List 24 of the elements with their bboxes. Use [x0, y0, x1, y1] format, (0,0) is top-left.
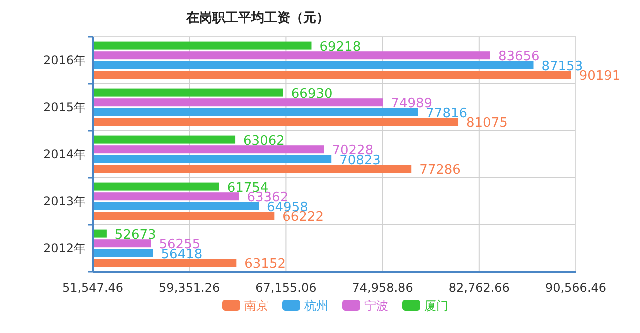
legend-label: 南京	[244, 299, 268, 313]
chart-title: 在岗职工平均工资（元）	[186, 11, 330, 26]
y-tick-label: 2012年	[43, 242, 86, 256]
x-tick-label: 90,566.46	[545, 281, 607, 295]
x-tick-label: 59,351.26	[159, 281, 220, 295]
data-label: 66930	[291, 86, 333, 102]
data-label: 77286	[420, 163, 461, 178]
legend-label: 宁波	[364, 299, 388, 313]
y-tick-label: 2015年	[43, 100, 86, 114]
data-label: 63152	[244, 257, 286, 272]
y-tick-label: 2013年	[43, 194, 86, 208]
x-tick-label: 82,762.66	[448, 281, 510, 295]
data-label: 63062	[244, 134, 285, 149]
legend-label: 厦门	[424, 299, 448, 313]
data-label: 69218	[320, 40, 362, 55]
x-tick-label: 51,547.46	[62, 281, 124, 295]
x-tick-label: 67,155.06	[256, 281, 317, 295]
data-label: 52673	[114, 228, 156, 243]
x-tick-label: 74,958.86	[352, 281, 414, 295]
data-label: 83656	[498, 50, 540, 65]
legend-label: 杭州	[304, 299, 328, 313]
y-tick-label: 2014年	[43, 148, 86, 162]
y-tick-label: 2016年	[43, 54, 86, 68]
data-label: 81075	[466, 116, 508, 132]
